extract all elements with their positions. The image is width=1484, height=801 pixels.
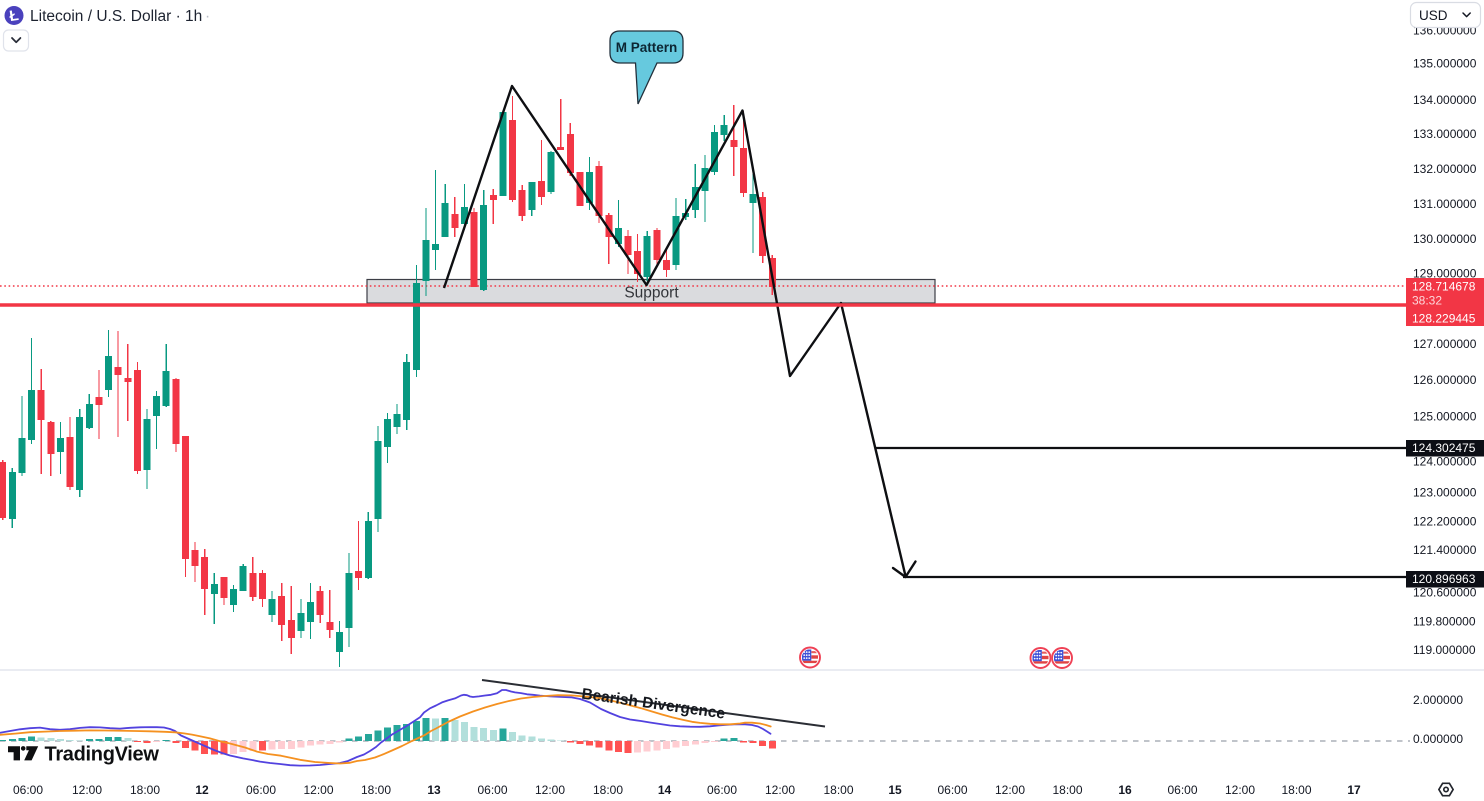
- svg-text:13: 13: [427, 783, 441, 797]
- svg-text:06:00: 06:00: [246, 783, 276, 797]
- svg-text:06:00: 06:00: [1167, 783, 1197, 797]
- svg-text:12:00: 12:00: [1225, 783, 1255, 797]
- svg-text:119.000000: 119.000000: [1413, 643, 1476, 657]
- svg-text:12:00: 12:00: [995, 783, 1025, 797]
- svg-text:12:00: 12:00: [535, 783, 565, 797]
- svg-text:18:00: 18:00: [361, 783, 391, 797]
- svg-text:135.000000: 135.000000: [1413, 57, 1477, 71]
- svg-text:134.000000: 134.000000: [1413, 93, 1477, 107]
- svg-text:0.000000: 0.000000: [1413, 732, 1463, 746]
- svg-text:14: 14: [658, 783, 672, 797]
- svg-text:TradingView: TradingView: [45, 744, 160, 766]
- svg-text:06:00: 06:00: [707, 783, 737, 797]
- svg-text:18:00: 18:00: [130, 783, 160, 797]
- svg-text:12:00: 12:00: [303, 783, 333, 797]
- svg-text:18:00: 18:00: [593, 783, 623, 797]
- svg-text:Litecoin / U.S. Dollar · 1h: Litecoin / U.S. Dollar · 1h: [30, 8, 202, 25]
- svg-text:06:00: 06:00: [13, 783, 43, 797]
- svg-text:06:00: 06:00: [477, 783, 507, 797]
- svg-text:M Pattern: M Pattern: [616, 40, 678, 55]
- svg-text:124.000000: 124.000000: [1413, 455, 1477, 469]
- svg-text:126.000000: 126.000000: [1413, 373, 1477, 387]
- svg-text:12:00: 12:00: [765, 783, 795, 797]
- svg-text:133.000000: 133.000000: [1413, 127, 1477, 141]
- svg-text:18:00: 18:00: [1052, 783, 1082, 797]
- svg-text:121.400000: 121.400000: [1413, 543, 1477, 557]
- svg-text:12:00: 12:00: [72, 783, 102, 797]
- svg-text:132.000000: 132.000000: [1413, 162, 1477, 176]
- svg-text:122.200000: 122.200000: [1413, 515, 1477, 529]
- svg-text:123.000000: 123.000000: [1413, 486, 1477, 500]
- svg-text:120.600000: 120.600000: [1413, 586, 1477, 600]
- svg-text:128.714678: 128.714678: [1412, 280, 1476, 294]
- svg-text:120.896963: 120.896963: [1412, 572, 1476, 586]
- svg-text:38:32: 38:32: [1412, 294, 1442, 308]
- svg-text:119.800000: 119.800000: [1413, 615, 1476, 629]
- svg-text:127.000000: 127.000000: [1413, 337, 1477, 351]
- svg-text:18:00: 18:00: [1281, 783, 1311, 797]
- svg-text:130.000000: 130.000000: [1413, 232, 1477, 246]
- svg-text:USD: USD: [1419, 8, 1448, 23]
- svg-text:12: 12: [195, 783, 209, 797]
- svg-text:18:00: 18:00: [823, 783, 853, 797]
- svg-text:128.229445: 128.229445: [1412, 312, 1476, 326]
- svg-text:Support: Support: [624, 285, 679, 302]
- svg-text:125.000000: 125.000000: [1413, 410, 1477, 424]
- svg-text:15: 15: [888, 783, 902, 797]
- svg-text:17: 17: [1347, 783, 1361, 797]
- svg-text:2.000000: 2.000000: [1413, 693, 1463, 707]
- svg-text:06:00: 06:00: [937, 783, 967, 797]
- svg-text:124.302475: 124.302475: [1412, 441, 1476, 455]
- svg-text:131.000000: 131.000000: [1413, 197, 1477, 211]
- svg-text:129.000000: 129.000000: [1413, 267, 1477, 281]
- svg-text:16: 16: [1118, 783, 1132, 797]
- svg-text:·: ·: [205, 8, 210, 25]
- svg-text:Ł: Ł: [8, 7, 19, 25]
